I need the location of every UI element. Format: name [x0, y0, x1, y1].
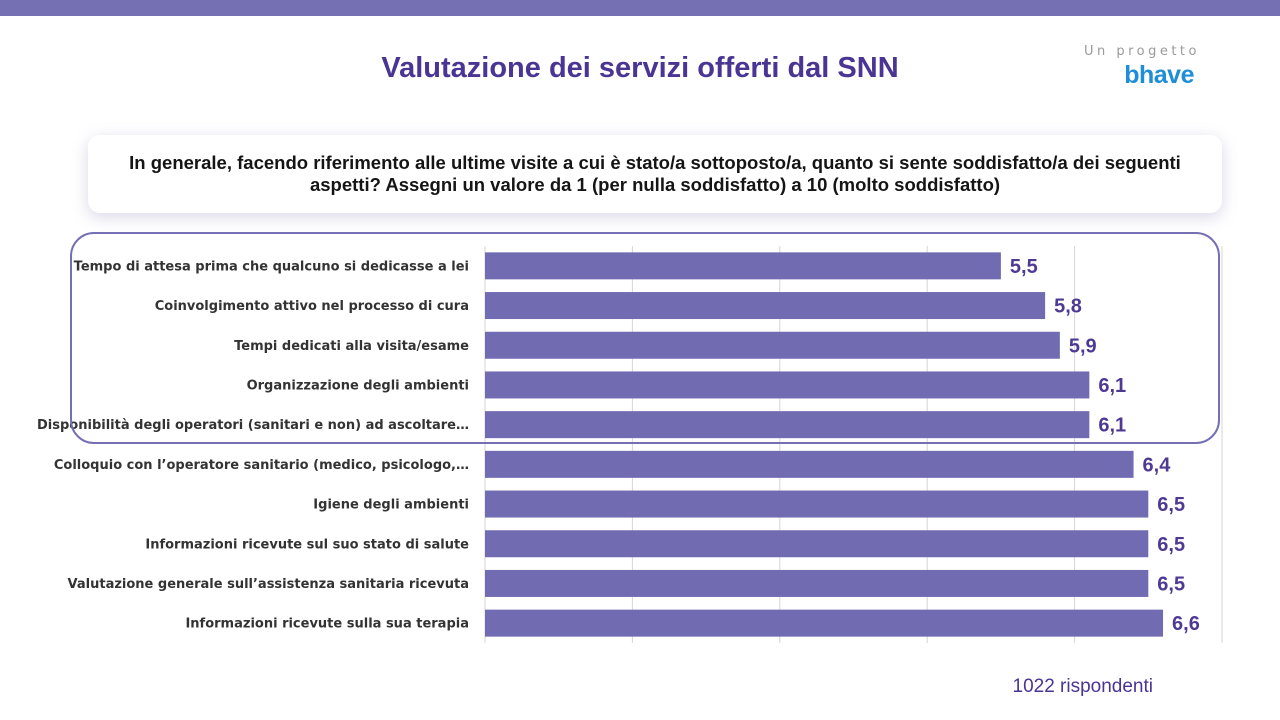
bar [485, 331, 1060, 359]
bar [485, 569, 1149, 597]
value-label: 6,1 [1098, 375, 1126, 397]
value-label: 6,1 [1098, 415, 1126, 437]
highlight-frame [70, 232, 1220, 444]
category-label: Valutazione generale sull’assistenza san… [68, 577, 469, 592]
bar [485, 609, 1164, 637]
category-label: Organizzazione degli ambienti [247, 378, 469, 393]
top-accent-bar [0, 0, 1280, 16]
value-label: 6,4 [1143, 454, 1172, 476]
bar [485, 411, 1090, 439]
slide-title: Valutazione dei servizi offerti dal SNN [381, 52, 899, 84]
value-label: 5,5 [1010, 256, 1038, 278]
category-label: Igiene degli ambienti [313, 498, 469, 513]
bar [485, 530, 1149, 558]
brand-tagline: Un progetto [1083, 44, 1200, 59]
category-label: Disponibilità degli operatori (sanitari … [37, 418, 469, 433]
value-label: 6,5 [1157, 573, 1185, 595]
respondents-count: 1022 rispondenti [1012, 676, 1154, 697]
bar [485, 450, 1134, 478]
value-label: 5,8 [1054, 296, 1082, 318]
brand-block: Un progetto bhave [1060, 44, 1200, 90]
category-label: Colloquio con l’operatore sanitario (med… [54, 458, 469, 473]
category-label: Tempo di attesa prima che qualcuno si de… [74, 259, 469, 274]
category-label: Informazioni ricevute sulla sua terapia [185, 617, 469, 632]
question-card: In generale, facendo riferimento alle ul… [88, 135, 1222, 213]
value-label: 5,9 [1069, 335, 1097, 357]
category-label: Informazioni ricevute sul suo stato di s… [145, 537, 469, 552]
category-label: Coinvolgimento attivo nel processo di cu… [155, 299, 469, 314]
bar [485, 490, 1149, 518]
bar [485, 292, 1046, 320]
value-label: 6,5 [1157, 534, 1185, 556]
bar [485, 252, 1001, 280]
bhave-logo: bhave [1124, 61, 1194, 89]
question-text: In generale, facendo riferimento alle ul… [129, 152, 1181, 195]
value-label: 6,6 [1172, 613, 1200, 635]
category-label: Tempi dedicati alla visita/esame [234, 339, 469, 354]
value-label: 6,5 [1157, 494, 1185, 516]
bar [485, 371, 1090, 399]
